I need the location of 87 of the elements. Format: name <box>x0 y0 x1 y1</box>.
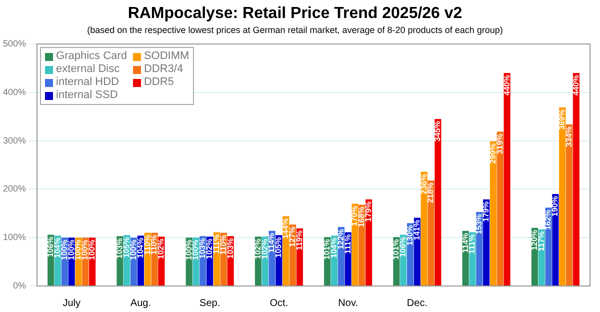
data-label: 100% <box>80 240 90 260</box>
data-label: 369% <box>558 109 567 130</box>
y-tick-label: 100% <box>2 232 26 242</box>
data-label: 100% <box>191 240 200 260</box>
data-label: 100% <box>60 240 69 260</box>
bar <box>352 204 358 286</box>
chart-subtitle: (based on the respective lowest prices at German retail market, average of 8-20 products of each group) <box>87 25 503 36</box>
data-label: 103% <box>115 238 124 259</box>
bar <box>566 124 573 286</box>
data-label: 141% <box>412 220 422 240</box>
x-tick-label: Aug. <box>130 298 151 309</box>
data-label: 179% <box>482 201 491 222</box>
data-label: 319% <box>495 134 504 154</box>
data-label: 168% <box>357 206 366 228</box>
legend-label: external Disc <box>56 63 120 76</box>
legend-label: Graphics Card <box>56 50 127 63</box>
data-label: 101% <box>322 239 332 260</box>
data-label: 345% <box>433 121 442 142</box>
data-label: 127% <box>288 226 297 247</box>
bar <box>428 180 434 286</box>
data-label: 102% <box>260 238 270 260</box>
data-label: 170% <box>350 206 360 226</box>
data-label: 110% <box>150 234 159 255</box>
data-label: 218% <box>426 182 436 203</box>
data-label: 236% <box>419 174 428 194</box>
y-tick-label: 300% <box>2 135 26 146</box>
x-tick-label: Oct. <box>270 298 288 309</box>
data-label: 104% <box>136 238 145 258</box>
y-tick-label: 400% <box>2 86 26 97</box>
data-label: 190% <box>550 196 560 217</box>
data-label: 103% <box>226 238 235 259</box>
data-label: 105% <box>122 237 132 258</box>
data-label: 120% <box>530 230 539 250</box>
data-label: 102% <box>205 238 214 260</box>
data-label: 104% <box>52 238 62 258</box>
data-label: 144% <box>281 218 290 239</box>
x-tick-label: Nov. <box>338 298 358 309</box>
data-label: 334% <box>564 126 574 147</box>
data-label: 440% <box>571 75 580 96</box>
y-tick-label: 200% <box>2 184 26 194</box>
data-label: 104% <box>329 238 338 258</box>
x-tick-label: July <box>62 298 80 309</box>
data-label: 117% <box>536 231 546 252</box>
bar <box>504 73 510 286</box>
bar <box>496 132 504 286</box>
data-label: 100% <box>74 240 83 260</box>
data-label: 102% <box>253 238 262 260</box>
data-label: 114% <box>460 232 470 253</box>
legend-label: internal SSD <box>56 89 118 102</box>
data-label: 106% <box>398 236 408 258</box>
bar <box>545 208 552 286</box>
data-label: 100% <box>88 240 97 260</box>
data-label: 130% <box>405 225 414 246</box>
data-label: 100% <box>66 240 76 260</box>
y-tick-label: 500% <box>2 38 26 48</box>
y-tick-label: 0% <box>13 280 26 290</box>
bar <box>434 119 442 286</box>
bar <box>559 107 566 286</box>
data-label: 114% <box>267 232 276 253</box>
x-tick-label: Sep. <box>200 298 220 309</box>
data-label: 102% <box>156 238 166 260</box>
legend-label: SODIMM <box>144 50 190 63</box>
data-label: 103% <box>198 238 208 259</box>
data-label: 153% <box>474 214 484 234</box>
data-label: 179% <box>364 201 374 222</box>
data-label: 106% <box>46 236 56 258</box>
data-label: 122% <box>336 228 346 250</box>
x-tick-label: Dec. <box>406 298 428 309</box>
data-label: 299% <box>488 143 498 164</box>
bar <box>490 141 497 286</box>
legend-label: internal HDD <box>56 76 119 89</box>
data-label: 119% <box>294 230 304 250</box>
legend-label: DDR5 <box>144 76 174 89</box>
data-label: 440% <box>502 75 512 96</box>
bar <box>572 73 580 286</box>
chart-title: RAMpocalyse: Retail Price Trend 2025/26 v2 <box>128 5 462 22</box>
data-label: 100% <box>184 240 194 260</box>
data-label: 110% <box>218 234 228 255</box>
legend-label: DDR3/4 <box>144 63 184 76</box>
data-label: 110% <box>142 234 152 255</box>
data-label: 111% <box>343 234 352 254</box>
data-label: 162% <box>544 210 553 230</box>
data-label: 105% <box>274 237 284 258</box>
data-label: 111% <box>212 234 221 254</box>
data-label: 101% <box>392 239 401 260</box>
data-label: 100% <box>128 240 138 260</box>
data-label: 111% <box>468 234 477 254</box>
